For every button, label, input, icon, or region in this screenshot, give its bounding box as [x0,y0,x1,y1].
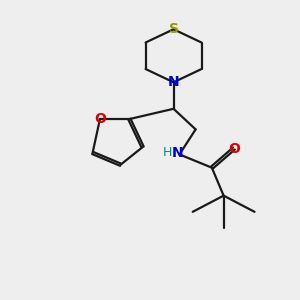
Text: H: H [162,146,172,159]
Text: S: S [169,22,178,36]
Text: N: N [172,146,184,160]
Text: O: O [94,112,106,126]
Text: N: N [168,75,179,89]
Text: O: O [228,142,240,155]
